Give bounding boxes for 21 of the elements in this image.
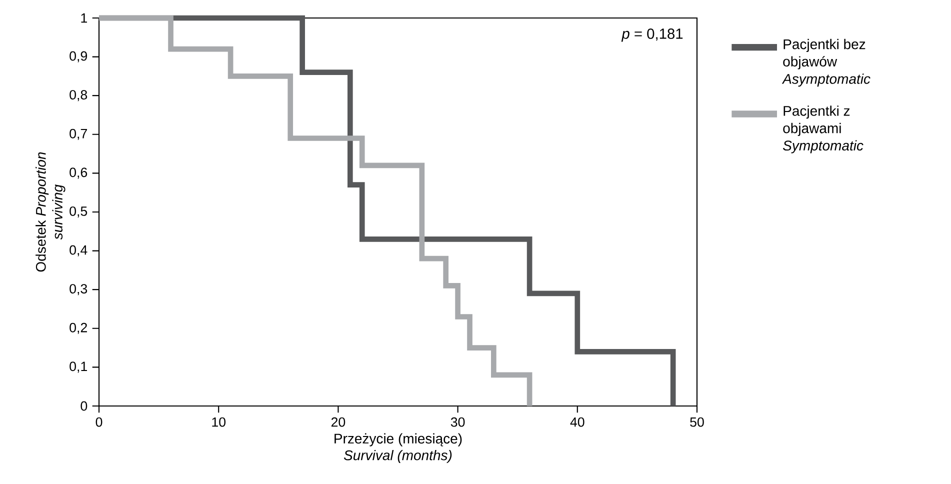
y-tick-label: 0,7 bbox=[70, 128, 87, 140]
x-tick-label: 30 bbox=[450, 417, 465, 427]
y-tick-label: 0,1 bbox=[70, 362, 87, 373]
y-tick-label: 0,4 bbox=[70, 245, 88, 256]
y-tick-label: 0,6 bbox=[70, 168, 88, 179]
y-tick-label: 0,3 bbox=[70, 284, 88, 296]
legend-label: Pacjentki bez objawów Asymptomatic bbox=[782, 38, 870, 87]
y-tick-label: 0,2 bbox=[70, 322, 87, 334]
x-tick-label: 40 bbox=[570, 417, 584, 427]
annotation: p = 0,181 bbox=[621, 28, 683, 42]
x-tick-label: 10 bbox=[212, 417, 226, 427]
legend-label: Pacjentki z objawami Symptomatic bbox=[783, 106, 864, 154]
y-tick-label: 1 bbox=[81, 13, 87, 23]
y-tick-label: 0,9 bbox=[70, 51, 88, 62]
x-tick-label: 20 bbox=[331, 417, 346, 427]
x-tick-label: 0 bbox=[96, 417, 102, 427]
y-tick-label: 0,5 bbox=[70, 206, 88, 218]
x-axis-title: Przeżycie (miesiące) Survival (months) bbox=[334, 433, 462, 464]
y-tick-label: 0,8 bbox=[70, 90, 88, 102]
x-tick-label: 50 bbox=[690, 417, 704, 427]
y-tick-label: 0 bbox=[80, 401, 88, 411]
